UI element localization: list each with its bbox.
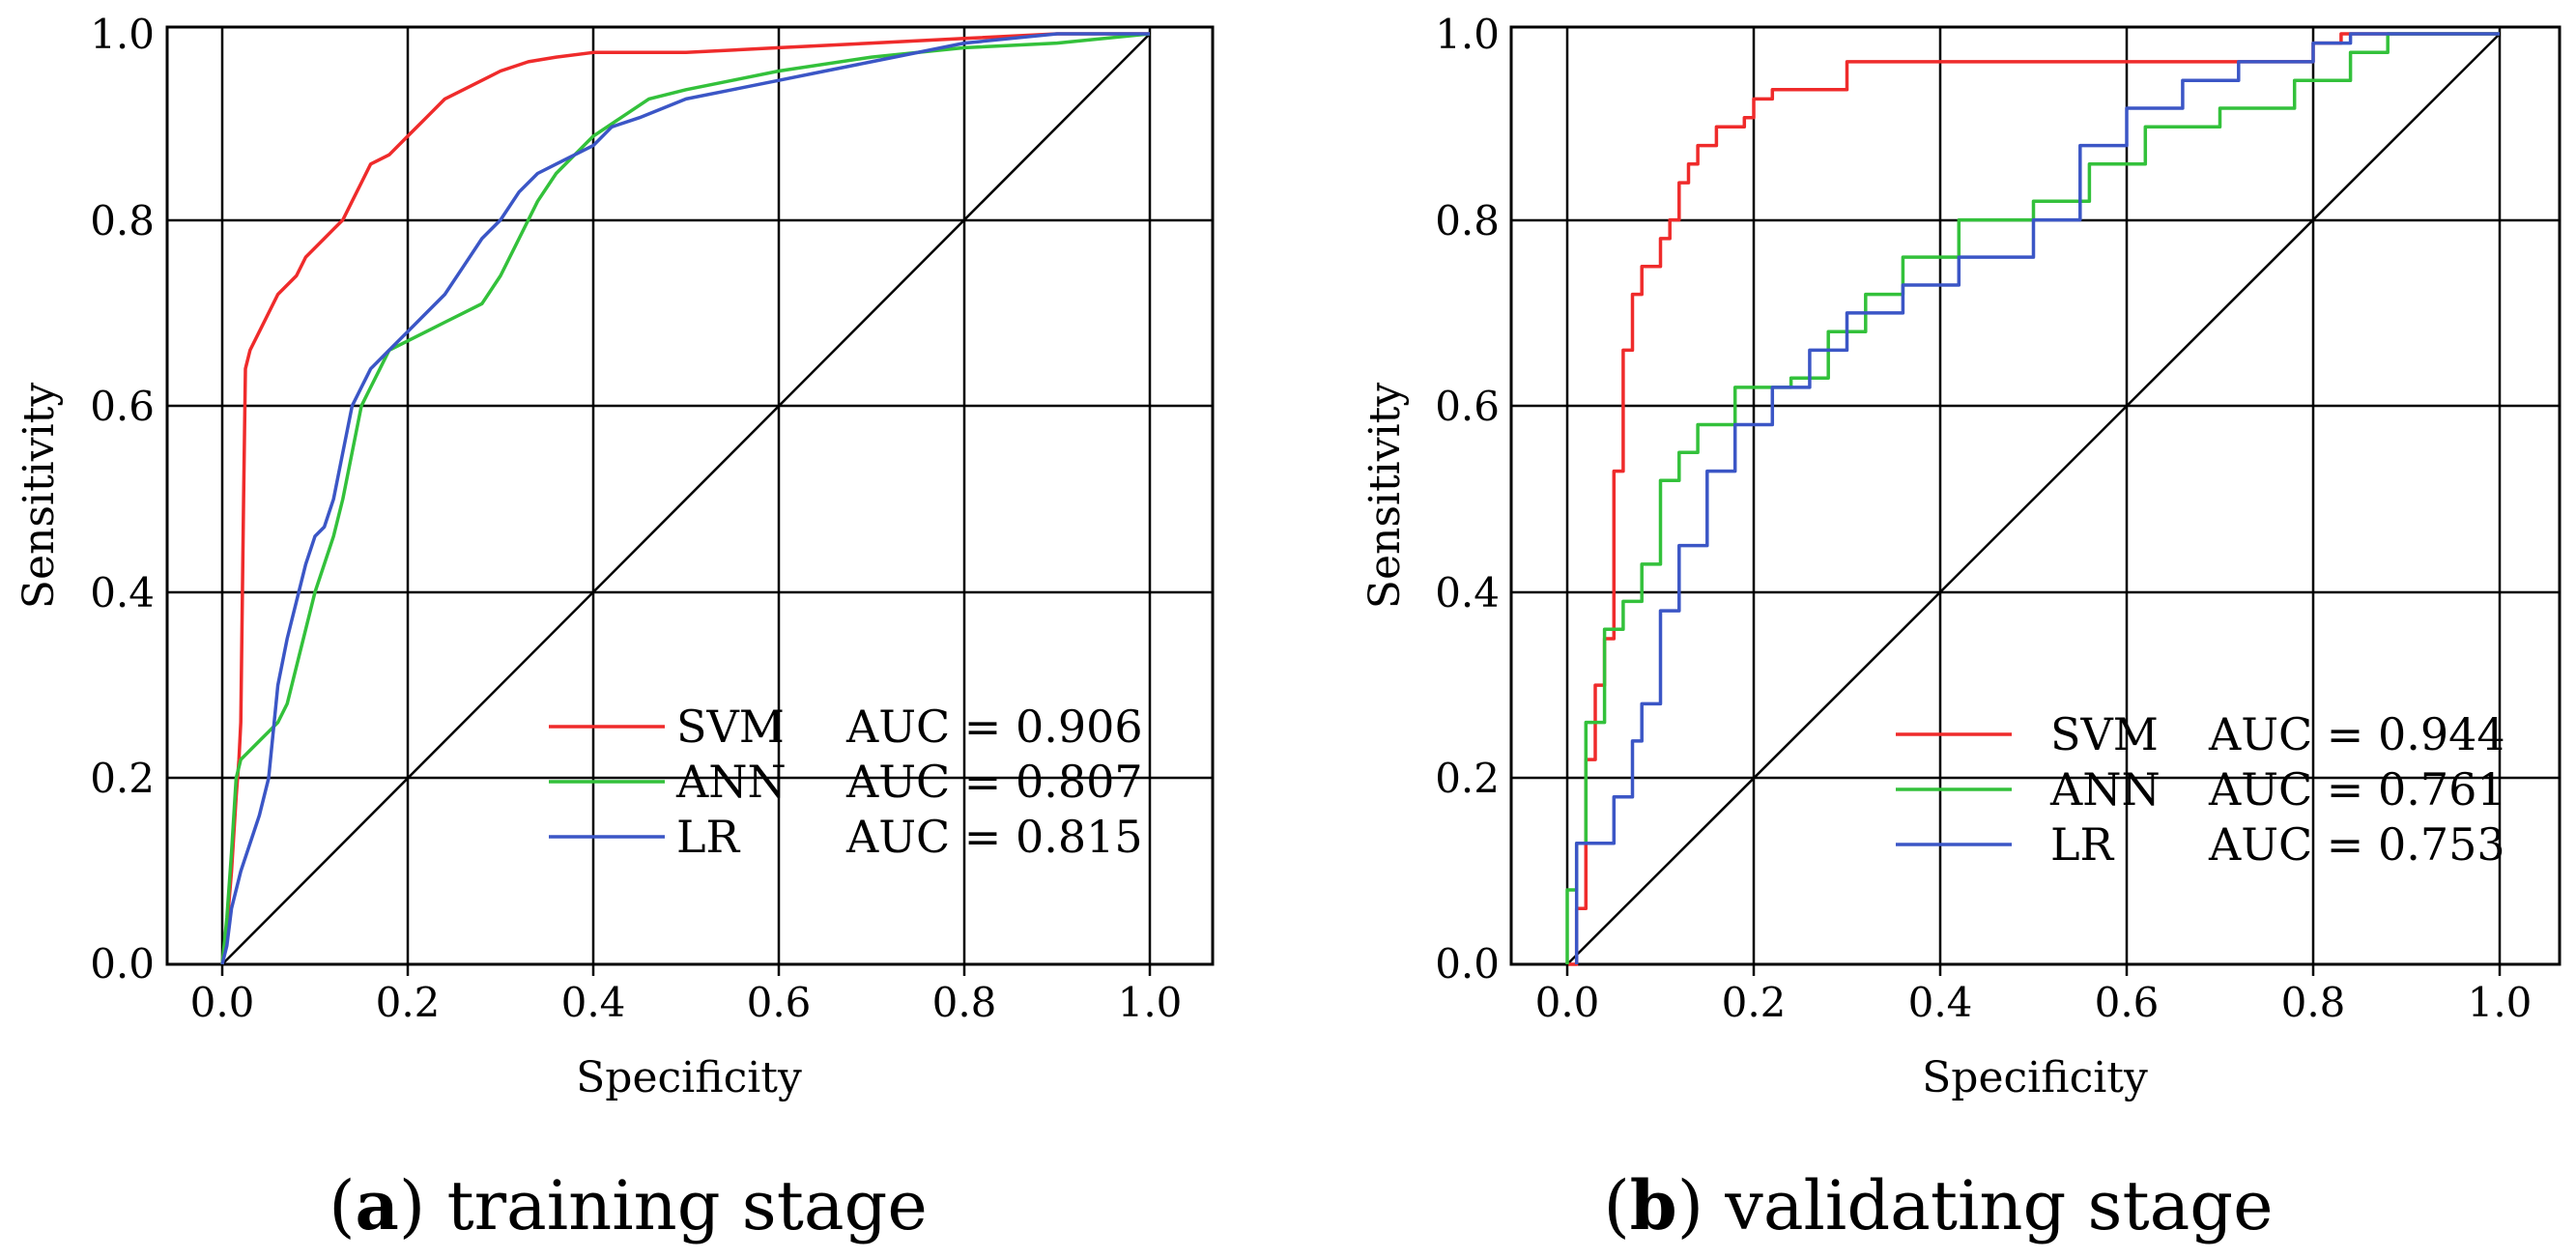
legend-label-ann: ANN bbox=[675, 756, 787, 808]
y-axis-label: Sensitivity bbox=[14, 383, 64, 610]
x-tick-label: 0.2 bbox=[376, 979, 441, 1026]
legend: SVM AUC = 0.906 ANN AUC = 0.807 LR AUC =… bbox=[549, 701, 1143, 863]
reference-diagonal bbox=[1566, 33, 2501, 965]
y-tick-label: 0.8 bbox=[90, 197, 155, 244]
legend-label-svm: SVM bbox=[676, 701, 785, 753]
legend-label-ann: ANN bbox=[2049, 763, 2161, 815]
roc-curve-lr bbox=[220, 32, 1150, 965]
y-tick-label: 0.2 bbox=[1435, 755, 1500, 802]
reference-diagonal bbox=[221, 33, 1151, 965]
roc-curve-ann bbox=[1565, 32, 2500, 964]
x-tick-label: 0.2 bbox=[1722, 979, 1787, 1026]
y-tick-label: 0.6 bbox=[90, 383, 155, 430]
legend-auc-ann: AUC = 0.807 bbox=[845, 756, 1143, 808]
legend-auc-svm: AUC = 0.906 bbox=[845, 701, 1143, 753]
x-tick-label: 0.4 bbox=[561, 979, 626, 1026]
y-tick-label: 0.4 bbox=[1435, 569, 1500, 616]
legend-auc-lr: AUC = 0.815 bbox=[845, 811, 1143, 863]
x-tick-label: 0.4 bbox=[1908, 979, 1973, 1026]
y-tick-label: 1.0 bbox=[90, 11, 155, 58]
x-tick-label: 0.0 bbox=[190, 979, 255, 1026]
y-tick-label: 0.6 bbox=[1435, 383, 1500, 430]
panel-a-training: 0.0 0.2 0.4 0.6 0.8 1.0 0.0 0.2 0.4 0.6 … bbox=[14, 11, 1215, 1245]
x-tick-label: 1.0 bbox=[1118, 979, 1183, 1026]
y-tick-label: 0.0 bbox=[90, 940, 155, 987]
caption-text: training stage bbox=[425, 1166, 928, 1245]
x-tick-label: 0.6 bbox=[2095, 979, 2160, 1026]
legend-label-lr: LR bbox=[2050, 818, 2115, 871]
x-tick-label: 1.0 bbox=[2468, 979, 2533, 1026]
x-tick-label: 0.0 bbox=[1535, 979, 1600, 1026]
legend-auc-ann: AUC = 0.761 bbox=[2208, 763, 2505, 815]
y-tick-label: 1.0 bbox=[1435, 11, 1500, 58]
panel-caption: (b) validating stage bbox=[1603, 1165, 2273, 1245]
x-tick-label: 0.6 bbox=[747, 979, 812, 1026]
caption-letter: b bbox=[1630, 1165, 1677, 1245]
legend-label-svm: SVM bbox=[2050, 708, 2159, 760]
x-tick-label: 0.8 bbox=[932, 979, 997, 1026]
y-tick-label: 0.8 bbox=[1435, 197, 1500, 244]
x-tick-label: 0.8 bbox=[2281, 979, 2346, 1026]
y-axis-label: Sensitivity bbox=[1360, 383, 1410, 610]
x-axis-label: Specificity bbox=[1922, 1053, 2148, 1102]
y-tick-label: 0.2 bbox=[90, 755, 155, 802]
legend: SVM AUC = 0.944 ANN AUC = 0.761 LR AUC =… bbox=[1896, 708, 2505, 871]
caption-text: validating stage bbox=[1703, 1166, 2274, 1245]
panel-caption: (a) training stage bbox=[329, 1165, 928, 1245]
y-tick-label: 0.4 bbox=[90, 569, 155, 616]
legend-auc-svm: AUC = 0.944 bbox=[2208, 708, 2505, 760]
panel-b-validating: 0.0 0.2 0.4 0.6 0.8 1.0 0.0 0.2 0.4 0.6 … bbox=[1360, 11, 2562, 1245]
caption-letter: a bbox=[356, 1165, 399, 1245]
legend-auc-lr: AUC = 0.753 bbox=[2208, 818, 2505, 871]
x-axis-label: Specificity bbox=[576, 1053, 802, 1102]
y-tick-label: 0.0 bbox=[1435, 940, 1500, 987]
roc-curve-lr bbox=[1574, 32, 2500, 964]
legend-label-lr: LR bbox=[676, 811, 741, 863]
roc-curve-svm bbox=[220, 32, 1150, 965]
